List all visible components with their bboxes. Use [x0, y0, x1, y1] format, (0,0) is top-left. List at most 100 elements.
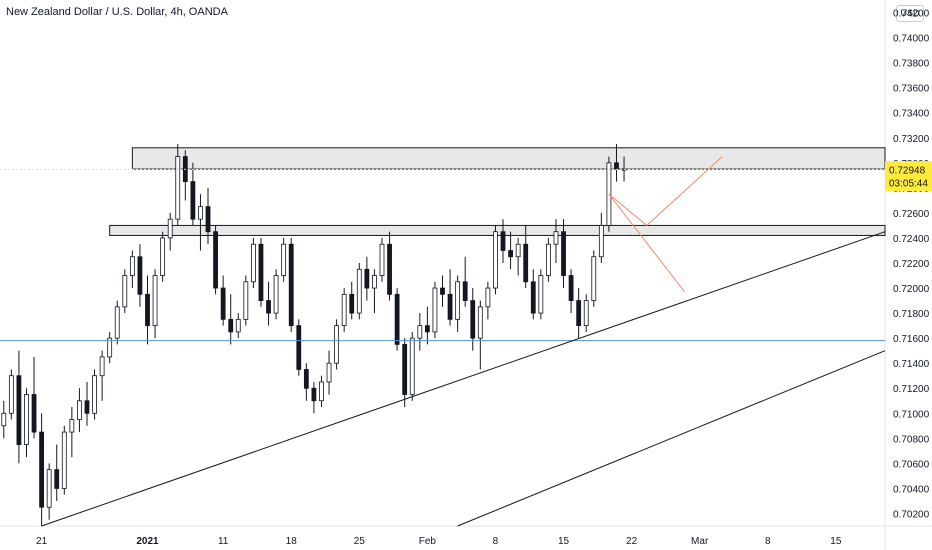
y-tick-label: 0.74200: [893, 9, 930, 20]
candle-body: [561, 231, 566, 276]
x-tick-label: 15: [830, 536, 842, 547]
candle-body: [92, 375, 97, 414]
candle-body: [447, 293, 453, 320]
candle-body: [356, 268, 362, 314]
candle-body: [372, 275, 377, 289]
candle-body: [341, 293, 347, 327]
candle-body: [145, 293, 150, 327]
candle-body: [250, 243, 256, 283]
drawings-layer: [0, 156, 886, 527]
candle-body: [591, 256, 597, 301]
candle-body: [326, 362, 332, 383]
candle-body: [500, 231, 506, 251]
price-axis[interactable]: 0.74200 0.74000 0.73800 0.73600 0.73400 0.732…: [893, 9, 930, 521]
y-tick-label: 0.73400: [893, 109, 930, 120]
bearish-projection: [608, 193, 685, 293]
y-tick-label: 0.71600: [893, 334, 930, 345]
candle-body: [61, 431, 67, 489]
y-tick-label: 0.71800: [893, 309, 930, 320]
price-badge: 0.72948 03:05:44: [0, 161, 932, 192]
candle-body: [477, 306, 483, 339]
candle-body: [31, 394, 37, 433]
candle-body: [24, 394, 29, 445]
x-tick-label: 22: [626, 536, 638, 547]
candle-body: [319, 381, 324, 402]
candle-body: [273, 275, 279, 314]
x-tick-label: 8: [765, 536, 771, 547]
y-tick-label: 0.73600: [893, 84, 930, 95]
candle-body: [69, 419, 75, 433]
candle-body: [583, 300, 589, 327]
candle-body: [190, 181, 196, 220]
candle-body: [228, 318, 234, 333]
candle-body: [303, 369, 309, 389]
candle-body: [16, 375, 22, 445]
candle-body: [614, 162, 619, 170]
x-tick-label: Mar: [691, 536, 709, 547]
candle-body: [523, 243, 529, 283]
candle-body: [213, 231, 218, 289]
candle-body: [198, 206, 203, 220]
candle-body: [296, 325, 302, 370]
price-badge-countdown: 03:05:44: [889, 178, 928, 189]
candle-body: [470, 300, 476, 339]
candle-body: [379, 243, 385, 276]
candle-body: [288, 243, 294, 327]
candle-body: [1, 412, 7, 427]
candle-body: [54, 469, 60, 489]
candle-body: [152, 275, 158, 327]
candle-body: [334, 325, 340, 364]
candle-body: [394, 293, 400, 345]
candle-body: [46, 469, 52, 508]
y-tick-label: 0.73200: [893, 134, 930, 145]
x-tick-label: 8: [493, 536, 499, 547]
candle-body: [84, 400, 90, 414]
currency-button[interactable]: USD: [896, 5, 924, 22]
candle-body: [39, 431, 45, 508]
candle-body: [545, 243, 551, 276]
candle-body: [175, 156, 181, 220]
candle-body: [266, 300, 271, 314]
y-tick-label: 0.72400: [893, 234, 930, 245]
candle-body: [77, 400, 82, 420]
candle-body: [568, 275, 574, 301]
y-tick-label: 0.70600: [893, 459, 930, 470]
time-axis[interactable]: 21 2021 11 18 25 Feb 8 15 22 Mar 8 15: [36, 536, 842, 547]
candle-body: [530, 281, 536, 314]
x-tick-label: 21: [36, 536, 48, 547]
candle-body: [258, 243, 264, 301]
candle-body: [485, 287, 491, 308]
candle-body: [114, 306, 120, 339]
y-tick-label: 0.71000: [893, 409, 930, 420]
candle-body: [493, 231, 498, 289]
y-tick-label: 0.71400: [893, 359, 930, 370]
candle-body: [205, 206, 211, 233]
candle-body: [167, 218, 173, 239]
x-tick-label: 2021: [136, 536, 159, 547]
candle-body: [553, 231, 559, 245]
x-tick-label: Feb: [419, 536, 437, 547]
y-tick-label: 0.70800: [893, 434, 930, 445]
candle-body: [364, 268, 370, 289]
y-tick-label: 0.73800: [893, 59, 930, 70]
candle-body: [220, 287, 226, 320]
y-tick-label: 0.74000: [893, 34, 930, 45]
candle-body: [409, 337, 415, 395]
candle-body: [8, 375, 14, 414]
candle-body: [455, 281, 461, 320]
candle-body: [243, 281, 249, 320]
y-tick-label: 0.71200: [893, 384, 930, 395]
y-tick-label: 0.72000: [893, 284, 930, 295]
candle-body: [129, 256, 135, 276]
bullish-projection: [608, 156, 723, 227]
y-tick-label: 0.70200: [893, 509, 930, 520]
candle-body: [281, 243, 287, 276]
candle-body: [508, 250, 513, 258]
candle-body: [538, 275, 544, 314]
lower-channel-line: [457, 350, 886, 527]
candle-body: [417, 325, 423, 339]
y-tick-label: 0.72600: [893, 209, 930, 220]
candle-body: [122, 275, 128, 308]
